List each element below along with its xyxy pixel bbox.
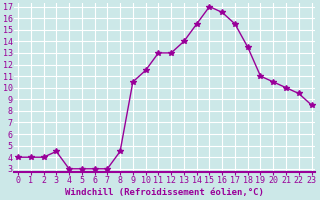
X-axis label: Windchill (Refroidissement éolien,°C): Windchill (Refroidissement éolien,°C) [65,188,264,197]
